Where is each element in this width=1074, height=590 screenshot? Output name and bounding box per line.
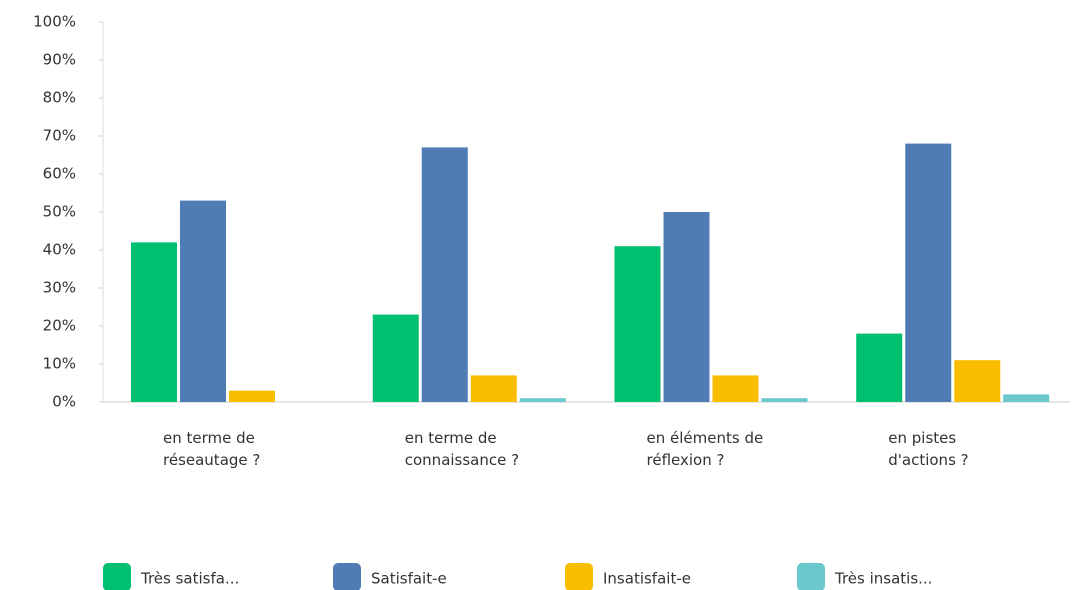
y-tick-label: 30%	[43, 279, 76, 297]
x-tick-label: en terme de connaissance ?	[404, 429, 520, 469]
legend-swatch	[103, 563, 131, 590]
y-tick-label: 90%	[43, 51, 76, 69]
y-tick-label: 60%	[43, 165, 76, 183]
bar	[761, 398, 808, 402]
legend-swatch	[333, 563, 361, 590]
legend-label: Insatisfait-e	[603, 570, 691, 588]
bar	[712, 375, 759, 402]
legend-label: Très satisfa...	[140, 570, 239, 588]
bar	[614, 246, 661, 402]
bar	[229, 390, 275, 402]
x-tick-label: en terme de réseautage ?	[163, 429, 261, 469]
bar	[131, 242, 177, 402]
legend-swatch	[797, 563, 825, 590]
bar	[1003, 394, 1050, 402]
bar	[470, 375, 517, 402]
x-tick-label: en éléments de réflexion ?	[646, 429, 764, 469]
y-tick-label: 10%	[43, 355, 76, 373]
legend-swatch	[565, 563, 593, 590]
bar	[372, 314, 419, 402]
bar	[421, 147, 468, 402]
y-tick-label: 70%	[43, 127, 76, 145]
bar	[905, 143, 952, 402]
bar	[856, 333, 903, 402]
y-tick-label: 50%	[43, 203, 76, 221]
legend-label: Satisfait-e	[371, 570, 447, 588]
x-tick-label: en pistes d'actions ?	[888, 429, 969, 469]
legend-label: Très insatis...	[834, 570, 932, 588]
y-tick-label: 100%	[33, 13, 76, 31]
bar	[663, 212, 710, 402]
bar	[954, 360, 1001, 402]
y-tick-label: 40%	[43, 241, 76, 259]
bar	[180, 200, 226, 402]
bar	[519, 398, 566, 402]
y-tick-label: 0%	[52, 393, 76, 411]
y-tick-label: 80%	[43, 89, 76, 107]
y-tick-label: 20%	[43, 317, 76, 335]
